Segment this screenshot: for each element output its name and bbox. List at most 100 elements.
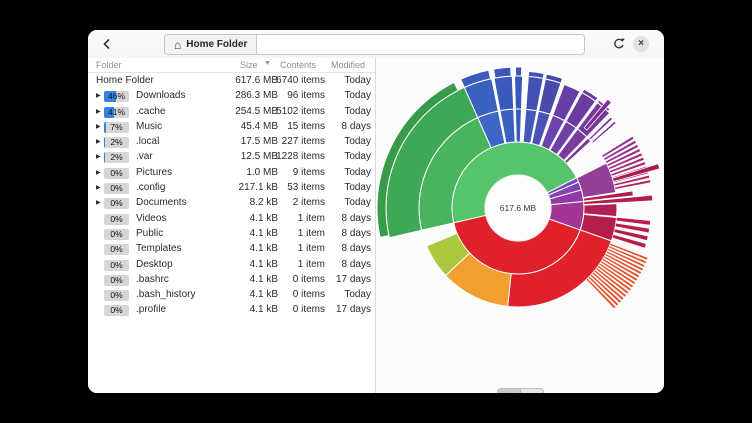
- ring-segment[interactable]: [581, 88, 599, 102]
- table-row[interactable]: ▶ 0% Documents 8.2 kB 2 items Today: [88, 196, 375, 211]
- rings-chart[interactable]: 617.6 MB: [376, 58, 664, 378]
- ring-segment[interactable]: [604, 253, 642, 275]
- ring-segment[interactable]: [583, 203, 618, 218]
- ring-segment[interactable]: [611, 163, 661, 183]
- ring-segment[interactable]: [609, 157, 645, 173]
- table-row[interactable]: 0% Templates 4.1 kB 1 item 8 days: [88, 242, 375, 257]
- column-header-size[interactable]: Size: [240, 60, 258, 70]
- table-row[interactable]: ▶ 0% .config 217.1 kB 53 items Today: [88, 181, 375, 196]
- ring-segment[interactable]: [612, 234, 647, 249]
- ring-segment[interactable]: [603, 255, 640, 278]
- ring-segment[interactable]: [544, 73, 564, 84]
- table-row[interactable]: ▶ 2% .var 12.5 MB 1228 items Today: [88, 150, 375, 165]
- table-row[interactable]: 0% Public 4.1 kB 1 item 8 days: [88, 227, 375, 242]
- ring-segment[interactable]: [606, 148, 641, 167]
- ring-segment[interactable]: [583, 98, 612, 131]
- ring-segment[interactable]: [610, 161, 646, 177]
- ring-segment[interactable]: [607, 248, 645, 268]
- expander-icon[interactable]: ▶: [96, 185, 101, 192]
- ring-segment[interactable]: [613, 228, 649, 241]
- location-segment-home[interactable]: ⌂ Home Folder: [165, 35, 258, 54]
- table-row[interactable]: Home Folder 617.6 MB 6740 items Today: [88, 74, 375, 89]
- table-row[interactable]: ▶ 41% .cache 254.5 MB 5102 items Today: [88, 105, 375, 120]
- ring-segment[interactable]: [605, 144, 639, 164]
- ring-segment[interactable]: [600, 260, 636, 285]
- folder-modified: 8 days: [341, 227, 371, 239]
- folder-name: Documents: [136, 197, 187, 209]
- folder-contents: 1 item: [297, 258, 325, 270]
- expander-icon[interactable]: ▶: [96, 154, 101, 161]
- folder-contents: 0 items: [292, 273, 325, 285]
- ring-segment[interactable]: [608, 152, 643, 170]
- ring-segment[interactable]: [586, 278, 616, 309]
- ring-segment[interactable]: [606, 250, 644, 271]
- folder-contents: 0 items: [292, 289, 325, 301]
- ring-segment[interactable]: [609, 243, 649, 261]
- close-button[interactable]: ×: [633, 36, 649, 52]
- ring-segment[interactable]: [603, 140, 637, 161]
- ring-segment[interactable]: [608, 245, 647, 264]
- ring-segment[interactable]: [587, 116, 614, 141]
- expander-icon[interactable]: ▶: [96, 169, 101, 176]
- column-header-contents[interactable]: Contents: [280, 60, 317, 70]
- ring-segment[interactable]: [601, 136, 635, 158]
- table-row[interactable]: 0% .bashrc 4.1 kB 0 items 17 days: [88, 273, 375, 288]
- table-row[interactable]: ▶ 0% Pictures 1.0 MB 9 items Today: [88, 166, 375, 181]
- table-row[interactable]: ▶ 2% .local 17.5 MB 227 items Today: [88, 135, 375, 150]
- ring-segment[interactable]: [552, 83, 581, 122]
- rings-chart-button[interactable]: [497, 388, 520, 393]
- folder-name: Pictures: [136, 166, 173, 178]
- folder-name: Templates: [136, 243, 182, 255]
- ring-segment[interactable]: [514, 75, 524, 110]
- column-header-modified[interactable]: Modified: [331, 60, 366, 70]
- ring-segment[interactable]: [527, 70, 545, 80]
- home-icon: ⌂: [174, 37, 182, 52]
- table-row[interactable]: 0% .profile 4.1 kB 0 items 17 days: [88, 303, 375, 318]
- table-row[interactable]: 0% .bash_history 4.1 kB 0 items Today: [88, 288, 375, 303]
- ring-segment[interactable]: [425, 232, 471, 277]
- ring-segment[interactable]: [591, 272, 624, 301]
- ring-segment[interactable]: [602, 258, 638, 282]
- ring-segment[interactable]: [593, 269, 627, 298]
- ring-segment[interactable]: [459, 69, 492, 89]
- table-row[interactable]: ▶ 46% Downloads 286.3 MB 96 items Today: [88, 89, 375, 104]
- folder-size: 17.5 MB: [240, 136, 278, 148]
- pathbar-empty-area[interactable]: [257, 35, 584, 54]
- treemap-chart-icon: [527, 392, 537, 393]
- ring-segment[interactable]: [590, 120, 618, 145]
- expander-icon[interactable]: ▶: [96, 93, 101, 100]
- folder-name: .bash_history: [136, 289, 196, 301]
- table-row[interactable]: 0% Videos 4.1 kB 1 item 8 days: [88, 212, 375, 227]
- treemap-chart-button[interactable]: [520, 388, 544, 393]
- reload-button[interactable]: [608, 33, 630, 55]
- ring-segment[interactable]: [583, 194, 654, 206]
- ring-segment[interactable]: [515, 66, 523, 77]
- table-row[interactable]: 0% Desktop 4.1 kB 1 item 8 days: [88, 258, 375, 273]
- folder-modified: Today: [344, 166, 371, 178]
- ring-segment[interactable]: [376, 81, 459, 238]
- expander-icon[interactable]: ▶: [96, 139, 101, 146]
- expander-icon[interactable]: ▶: [96, 200, 101, 207]
- ring-segment[interactable]: [595, 267, 629, 295]
- ring-segment[interactable]: [597, 265, 632, 291]
- ring-segment[interactable]: [613, 175, 650, 187]
- usage-percent-badge: 0%: [104, 228, 129, 240]
- ring-segment[interactable]: [514, 108, 522, 143]
- ring-segment[interactable]: [614, 179, 651, 190]
- folder-modified: Today: [344, 151, 371, 163]
- ring-segment[interactable]: [598, 263, 634, 288]
- back-button[interactable]: [96, 34, 118, 54]
- table-row[interactable]: ▶ 7% Music 45.4 MB 15 items 8 days: [88, 120, 375, 135]
- column-header-folder[interactable]: Folder: [96, 60, 122, 70]
- folder-size: 4.1 kB: [249, 243, 278, 255]
- ring-segment[interactable]: [492, 66, 512, 79]
- expander-icon[interactable]: ▶: [96, 108, 101, 115]
- ring-segment[interactable]: [590, 274, 622, 304]
- ring-segment[interactable]: [615, 223, 650, 233]
- expander-icon[interactable]: ▶: [96, 123, 101, 130]
- usage-percent-label: 0%: [110, 167, 123, 178]
- sort-descending-icon[interactable]: ▼: [264, 60, 271, 67]
- ring-segment[interactable]: [615, 217, 651, 226]
- ring-segment[interactable]: [582, 190, 634, 202]
- ring-segment[interactable]: [588, 276, 619, 306]
